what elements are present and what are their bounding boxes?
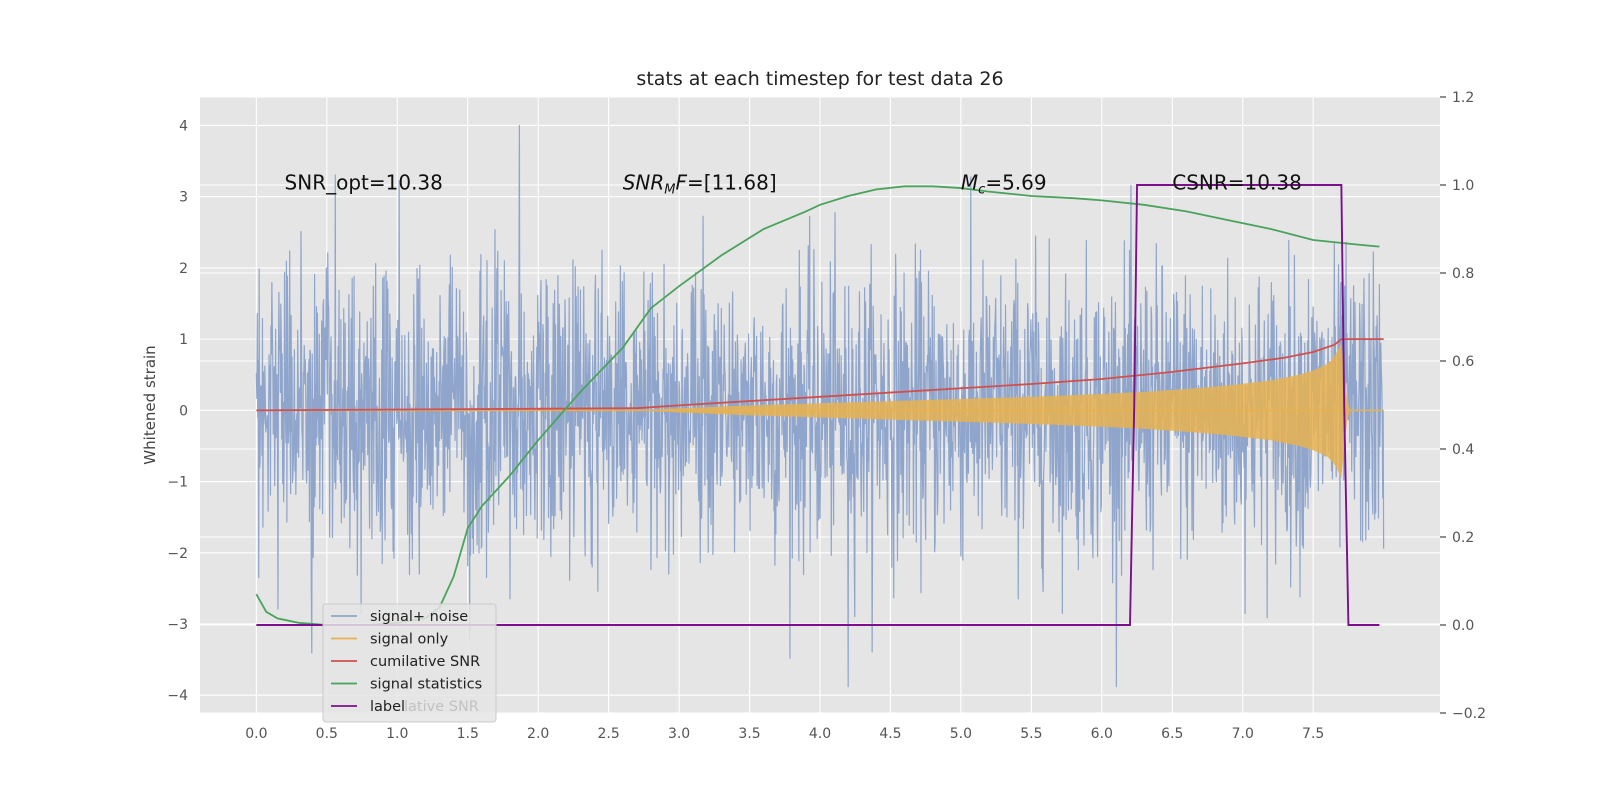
y-tick-label-left-0: 4 [179, 118, 188, 134]
y-tick-label-left-5: −1 [167, 475, 188, 491]
legend-entry-4: label [370, 699, 405, 715]
x-tick-label-12: 6.0 [1091, 726, 1113, 742]
x-tick-label-7: 3.5 [738, 726, 760, 742]
annotation-mc-rest: =5.69 [985, 170, 1046, 194]
legend-entry-2: cumilative SNR [370, 654, 480, 670]
y-tick-label-left-6: −2 [167, 546, 188, 562]
chart-title: stats at each timestep for test data 26 [636, 68, 1003, 90]
y-tick-label-right-6: 0.0 [1452, 618, 1474, 634]
x-tick-label-9: 4.5 [879, 726, 901, 742]
annotation-mc-sub: c [978, 182, 985, 197]
legend-entry-3: signal statistics [370, 677, 482, 693]
x-tick-label-2: 1.0 [386, 726, 408, 742]
legend-box [322, 603, 497, 723]
x-tick-label-0: 0.0 [245, 726, 267, 742]
y-tick-label-right-2: 0.8 [1452, 266, 1474, 282]
annotation-snr-mf-letter: F [676, 170, 688, 194]
axes-layer: 0.0 0.5 1.0 1.5 2.0 2.5 3.0 3.5 4.0 4.5 5.0 5.5 6.0 6… [167, 90, 1486, 742]
annotation-snr-mf-tail: =[11.68] [687, 170, 777, 194]
annotation-snr-mf-rest: F=[11.68] [676, 170, 777, 194]
y-tick-label-right-4: 0.4 [1452, 442, 1474, 458]
x-tick-label-10: 5.0 [950, 726, 972, 742]
y-tick-label-right-0: 1.2 [1452, 90, 1474, 106]
annotation-snr-mf-base: SNR [623, 170, 665, 194]
x-tick-label-4: 2.0 [527, 726, 549, 742]
y-tick-label-left-3: 1 [179, 332, 188, 348]
y-axis-label: Whitened strain [141, 345, 159, 464]
y-tick-label-left-4: 0 [179, 403, 188, 419]
y-tick-label-left-8: −4 [167, 688, 188, 704]
x-tick-label-11: 5.5 [1020, 726, 1042, 742]
annotation-csnr: CSNR=10.38 [1172, 170, 1302, 194]
annotation-chirp-mass: Mc=5.69 [961, 170, 1047, 197]
y-tick-label-right-7: −0.2 [1452, 706, 1486, 722]
signal-layer [256, 342, 1384, 478]
y-tick-label-left-1: 3 [179, 190, 188, 206]
x-tick-label-13: 6.5 [1161, 726, 1183, 742]
series-cumulative-snr [256, 338, 1384, 412]
y-tick-label-right-5: 0.2 [1452, 530, 1474, 546]
annotation-snr-mf-sub: M [664, 182, 675, 197]
x-tick-label-6: 3.0 [668, 726, 690, 742]
y-tick-label-left-2: 2 [179, 261, 188, 277]
legend-ghost-text: lative SNR [404, 699, 479, 715]
y-tick-label-right-3: 0.6 [1452, 354, 1474, 370]
legend: lative SNR signal+ noise signal only cumila… [322, 603, 497, 723]
x-tick-label-1: 0.5 [316, 726, 338, 742]
y-tick-label-right-1: 1.0 [1452, 178, 1474, 194]
annotation-mc-base: M [961, 170, 978, 194]
x-tick-label-5: 2.5 [598, 726, 620, 742]
series-label [256, 184, 1380, 626]
annotation-snr-opt: SNR_opt=10.38 [285, 170, 443, 194]
x-tick-label-14: 7.0 [1232, 726, 1254, 742]
y-tick-label-left-7: −3 [167, 617, 188, 633]
annotation-snr-mf: SNRMF=[11.68] [623, 170, 777, 197]
x-tick-label-15: 7.5 [1302, 726, 1324, 742]
legend-entry-1: signal only [370, 632, 449, 648]
legend-entry-0: signal+ noise [370, 609, 468, 625]
annotations-layer: stats at each timestep for test data 26 … [141, 68, 1302, 465]
x-tick-label-8: 4.0 [809, 726, 831, 742]
x-tick-label-3: 1.5 [457, 726, 479, 742]
